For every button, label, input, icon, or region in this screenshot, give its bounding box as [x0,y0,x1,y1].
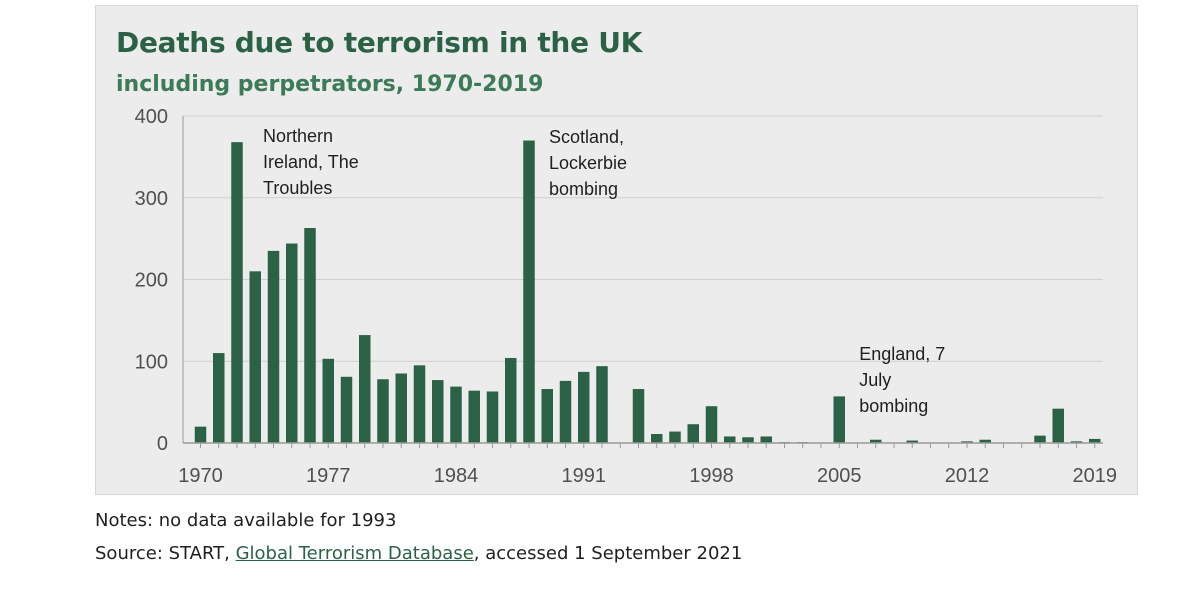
x-tick-label: 2019 [1073,465,1118,487]
bar-1973 [249,271,261,443]
bar-2012 [961,441,973,443]
bar-1980 [377,379,389,443]
annotation-text: Lockerbie [549,153,627,173]
gridlines [183,115,1103,362]
bar-1991 [578,371,590,443]
bar-1995 [651,434,663,443]
bar-1976 [304,227,316,443]
bar-2001 [760,436,772,443]
y-tick-label: 200 [135,270,168,292]
bar-2017 [1052,408,1064,443]
bar-1984 [450,386,462,443]
source-suffix: , accessed 1 September 2021 [473,543,743,564]
annotation-text: England, 7 [859,344,945,364]
x-tick-label: 2012 [945,465,990,487]
bar-2016 [1034,435,1046,443]
bar-1977 [322,358,334,443]
x-tick-label: 1977 [306,465,351,487]
bar-1988 [523,140,535,443]
annotation-text: bombing [859,396,928,416]
bar-1990 [559,380,572,443]
bar-1970 [194,426,207,443]
bar-chart: 0 100 200 300 400 1970 1977 1984 1991 1998 2005 201… [135,106,1117,487]
bar-1989 [541,389,553,443]
annotation-text: Northern [263,126,333,146]
bar-2009 [906,440,918,443]
bar-1987 [505,357,517,443]
x-tick-label: 1998 [689,465,734,487]
annotations: Northern Ireland, The Troubles Scotland, Loc… [263,126,945,416]
bar-1983 [432,380,444,443]
bar-1978 [340,376,353,443]
bar-2005 [833,396,845,443]
bar-1998 [705,406,718,443]
bar-1994 [632,389,645,443]
bar-1972 [231,142,243,443]
bar-1975 [286,243,298,443]
bar-2013 [979,439,991,443]
chart-subtitle: including perpetrators, 1970-2019 [116,72,544,97]
bars [194,140,1101,443]
x-tick-label: 1970 [178,465,223,487]
x-tick-label: 1991 [562,465,607,487]
bar-1974 [267,250,280,443]
y-tick-label: 0 [157,433,168,455]
bar-1986 [486,391,499,443]
bar-1971 [213,353,225,443]
bar-2018 [1070,441,1083,443]
chart-title: Deaths due to terrorism in the UK [116,26,643,59]
annotation-text: Ireland, The [263,152,359,172]
bar-1999 [724,436,736,443]
annotation-text: Scotland, [549,127,624,147]
bar-1982 [413,365,426,443]
bar-1997 [687,424,699,443]
x-tick-label: 2005 [817,465,862,487]
annotation-text: Troubles [263,178,332,198]
bar-1981 [395,373,407,443]
source-link[interactable]: Global Terrorism Database [235,543,474,564]
source-prefix: Source: START, [95,543,236,564]
axes: 0 100 200 300 400 1970 1977 1984 1991 1998 2005 201… [135,106,1117,487]
x-tick-label: 1984 [434,465,479,487]
bar-1985 [468,390,480,443]
bar-2000 [742,437,754,443]
bar-1996 [669,431,681,443]
annotation-text: July [859,370,891,390]
bar-1979 [359,335,371,443]
source-text: Source: START, Global Terrorism Database… [95,543,742,564]
y-tick-label: 100 [135,351,168,373]
bar-1992 [596,366,608,443]
bar-2007 [870,439,882,443]
bar-2019 [1089,438,1101,443]
notes-text: Notes: no data available for 1993 [95,510,397,531]
annotation-text: bombing [549,179,618,199]
y-tick-label: 400 [135,106,168,128]
y-tick-label: 300 [135,188,168,210]
